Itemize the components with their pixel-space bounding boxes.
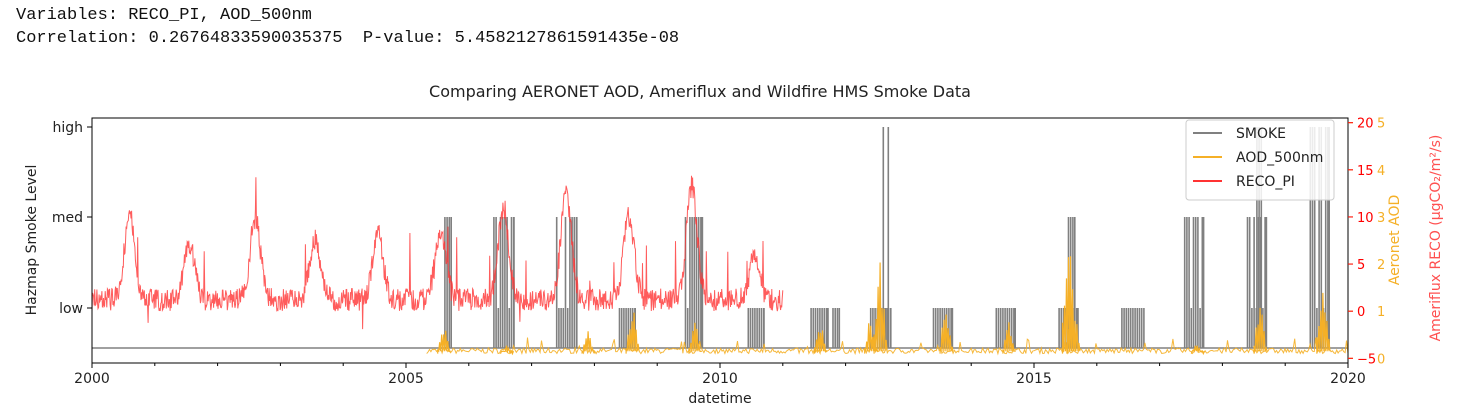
- reco-tick-label: 20: [1357, 117, 1374, 132]
- smoke-episode: [1256, 127, 1263, 348]
- reco-tick-label: −5: [1357, 352, 1376, 367]
- reco-series: [92, 175, 784, 330]
- smoke-episode: [810, 308, 829, 348]
- x-tick-label: 2000: [74, 371, 110, 387]
- aod-peak: [939, 314, 954, 354]
- reco-tick-label: 5: [1357, 258, 1365, 273]
- smoke-episode: [747, 308, 765, 348]
- smoke-series: [92, 127, 1348, 349]
- x-tick-label: 2005: [388, 371, 424, 387]
- aod-peak: [1002, 322, 1017, 354]
- aod-tick-label: 0: [1377, 352, 1385, 367]
- aod-peak: [873, 262, 888, 354]
- reco-tick-label: 15: [1357, 164, 1374, 179]
- output-correlation-line: Correlation: 0.26764833590035375 P-value…: [16, 29, 680, 48]
- x-tick-label: 2020: [1330, 371, 1366, 387]
- smoke-tick-label: low: [59, 301, 83, 317]
- legend: SMOKE AOD_500nm RECO_PI: [1185, 119, 1335, 201]
- aod-peak: [1066, 309, 1081, 354]
- smoke-episode: [555, 217, 578, 348]
- smoke-episode: [882, 127, 890, 348]
- smoke-level-axis: low med high: [52, 120, 92, 317]
- aod-tick-label: 3: [1377, 211, 1385, 226]
- aod-tick-label: 2: [1377, 258, 1385, 273]
- reco-axis-label: Ameriflux RECO (μgCO₂/m²/s): [1428, 135, 1444, 342]
- legend-label-reco: RECO_PI: [1236, 174, 1295, 190]
- aod-peak: [437, 330, 451, 354]
- smoke-episode: [493, 217, 515, 348]
- smoke-episode: [1121, 308, 1145, 348]
- aod-peak: [1253, 307, 1268, 354]
- x-tick-label: 2010: [702, 371, 738, 387]
- aod-peak: [1190, 345, 1205, 356]
- aod-series: [426, 256, 1348, 356]
- aod-tick-label: 5: [1377, 117, 1385, 132]
- smoke-axis-label: Hazmap Smoke Level: [24, 165, 40, 316]
- smoke-episode: [832, 308, 841, 348]
- aod-axis-label: Aeronet AOD: [1387, 195, 1403, 286]
- reco-line: [92, 175, 784, 330]
- aod-peak: [1316, 292, 1331, 354]
- aod-peak: [813, 330, 828, 354]
- x-axis: 2000 2005 2010 2015 2020: [74, 363, 1366, 387]
- smoke-episode: [1183, 217, 1205, 348]
- smoke-tick-label: med: [52, 210, 83, 226]
- aod-tick-label: 1: [1377, 305, 1385, 320]
- smoke-episode: [684, 217, 704, 348]
- legend-box: [1185, 119, 1335, 201]
- legend-label-smoke: SMOKE: [1236, 126, 1286, 142]
- output-variables-line: Variables: RECO_PI, AOD_500nm: [16, 6, 312, 25]
- reco-tick-label: 10: [1357, 211, 1374, 226]
- x-axis-label: datetime: [688, 391, 751, 407]
- reco-axis: −5 0 5 10 15 20: [1348, 117, 1376, 367]
- aod-tick-label: 4: [1377, 164, 1385, 179]
- x-tick-label: 2015: [1016, 371, 1052, 387]
- aod-peak: [625, 312, 640, 354]
- aod-peak: [581, 331, 596, 355]
- aod-peak: [688, 322, 703, 354]
- plot-frame: [91, 117, 1349, 364]
- chart-title: Comparing AERONET AOD, Ameriflux and Wil…: [429, 82, 971, 101]
- legend-label-aod: AOD_500nm: [1236, 150, 1323, 166]
- reco-tick-label: 0: [1357, 305, 1365, 320]
- smoke-tick-label: high: [52, 120, 83, 136]
- aod-peak: [499, 345, 515, 356]
